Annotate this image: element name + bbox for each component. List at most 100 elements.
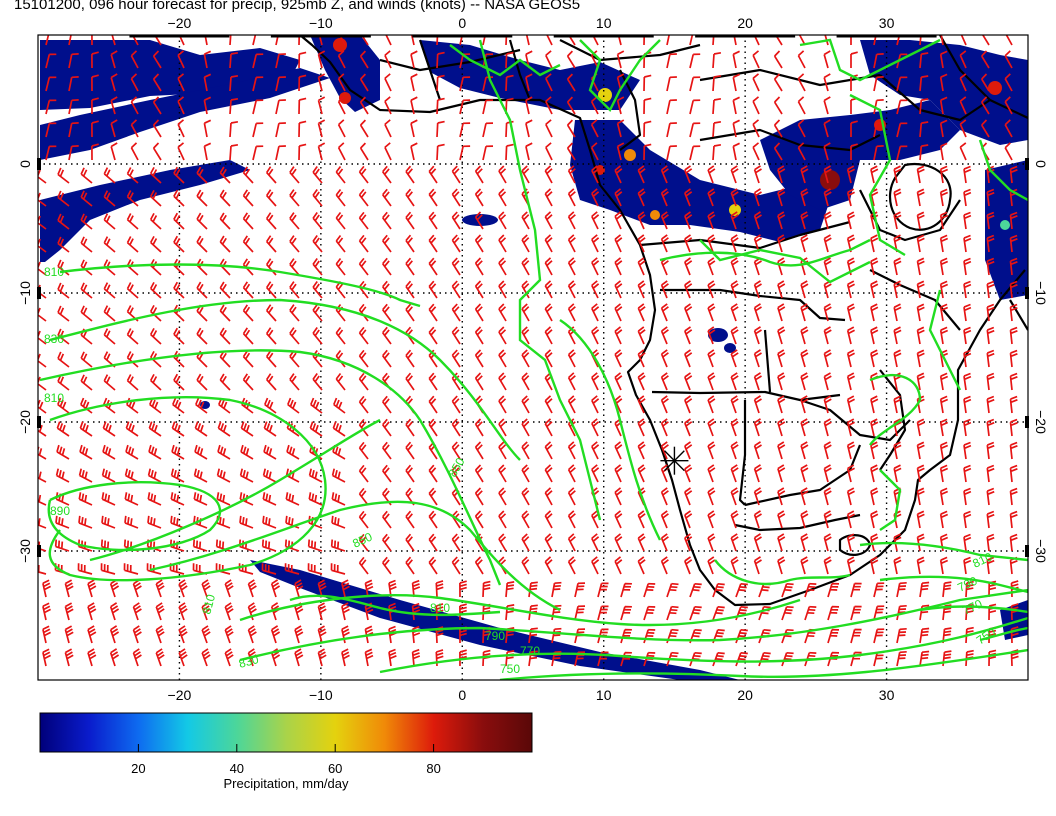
wind-barb (405, 257, 415, 276)
wind-barb (660, 188, 669, 207)
wind-barb (294, 648, 304, 667)
wind-barb (382, 533, 392, 552)
wind-barb (242, 189, 254, 207)
wind-barb (335, 188, 346, 207)
contour-label: 810 (430, 601, 450, 615)
wind-barb (797, 50, 806, 69)
wind-barb (870, 280, 879, 299)
wind-barb (963, 464, 972, 483)
wind-barb (38, 306, 47, 322)
wind-barb (1009, 165, 1018, 184)
wind-barb (110, 142, 118, 161)
wind-barb (916, 303, 925, 322)
wind-barb (170, 492, 185, 506)
wind-barb (126, 167, 139, 184)
wind-barb (87, 648, 97, 667)
wind-barb (428, 257, 438, 276)
wind-barb (289, 373, 300, 391)
wind-barb (986, 188, 995, 207)
contour-line (239, 588, 1028, 662)
wind-barb (80, 213, 93, 230)
contour-label: 750 (500, 662, 520, 676)
wind-barb (38, 214, 47, 230)
wind-barb (45, 145, 57, 161)
wind-barb (474, 280, 484, 299)
wind-barb (777, 441, 786, 460)
wind-barb (56, 444, 70, 460)
wind-barb (241, 397, 254, 414)
wind-barb (712, 628, 725, 644)
wind-barb (800, 487, 809, 506)
wind-barb (436, 97, 445, 115)
wind-barb (521, 165, 530, 184)
wind-barb (451, 441, 461, 460)
precip-northeast (860, 40, 1028, 145)
wind-barb (405, 556, 415, 575)
wind-barb (981, 35, 990, 46)
wind-barb (800, 326, 809, 345)
wind-barb (109, 648, 120, 667)
wind-barb (846, 395, 855, 414)
wind-barb (614, 257, 623, 276)
wind-barb (149, 397, 162, 414)
wind-barb (111, 35, 116, 46)
wind-barb (68, 99, 79, 115)
wind-barb (335, 326, 346, 345)
wind-barb (777, 303, 786, 322)
lon-tick-label-bottom: 10 (596, 687, 612, 703)
contour-label: 830 (44, 332, 64, 346)
wind-barb (919, 604, 930, 621)
wind-barb (544, 510, 553, 529)
wind-barb (919, 75, 929, 92)
wind-barb (219, 350, 231, 368)
wind-barb (730, 510, 739, 529)
contour-label: 830 (237, 652, 260, 671)
wind-barb (942, 604, 952, 621)
wind-barb (566, 73, 576, 92)
wind-barb (707, 395, 716, 414)
wind-barb (78, 515, 93, 529)
wind-barb (38, 237, 47, 253)
wind-barb (846, 211, 855, 230)
wind-barb (451, 464, 461, 483)
wind-barb (1009, 487, 1018, 506)
wind-barb (428, 533, 438, 552)
contour-line-land (659, 238, 871, 267)
wind-barb (963, 441, 972, 460)
wind-barb (229, 97, 239, 115)
wind-barb (528, 650, 538, 667)
wind-barb (637, 349, 646, 368)
wind-barb (435, 580, 444, 598)
wind-barb (637, 257, 646, 276)
wind-barb (229, 120, 239, 138)
wind-barb (637, 441, 646, 460)
wind-barb (528, 627, 538, 644)
wind-barb (617, 35, 622, 46)
wind-barb (893, 395, 902, 414)
wind-barb (733, 35, 737, 46)
wind-barb (637, 211, 646, 230)
contour-line (47, 481, 222, 552)
wind-barb (753, 165, 762, 184)
wind-barb (916, 441, 925, 460)
wind-barb (777, 234, 786, 253)
wind-barb (451, 257, 461, 276)
wind-barb (939, 142, 948, 161)
wind-barb (265, 235, 277, 253)
wind-barb (773, 50, 783, 69)
wind-barb (521, 533, 530, 552)
wind-barb (428, 326, 438, 345)
wind-barb (57, 397, 70, 414)
lon-tick-label-bottom: 30 (879, 687, 895, 703)
wind-barb (753, 556, 762, 575)
wind-barb (341, 602, 350, 621)
wind-barb (451, 280, 461, 299)
wind-barb (986, 211, 995, 230)
wind-barb (239, 468, 254, 483)
wind-barb (358, 257, 369, 276)
wind-barb (823, 533, 832, 552)
wind-barb (800, 556, 809, 575)
wind-barb (312, 166, 323, 184)
contour-line (499, 648, 1028, 680)
wind-barb (752, 96, 760, 115)
